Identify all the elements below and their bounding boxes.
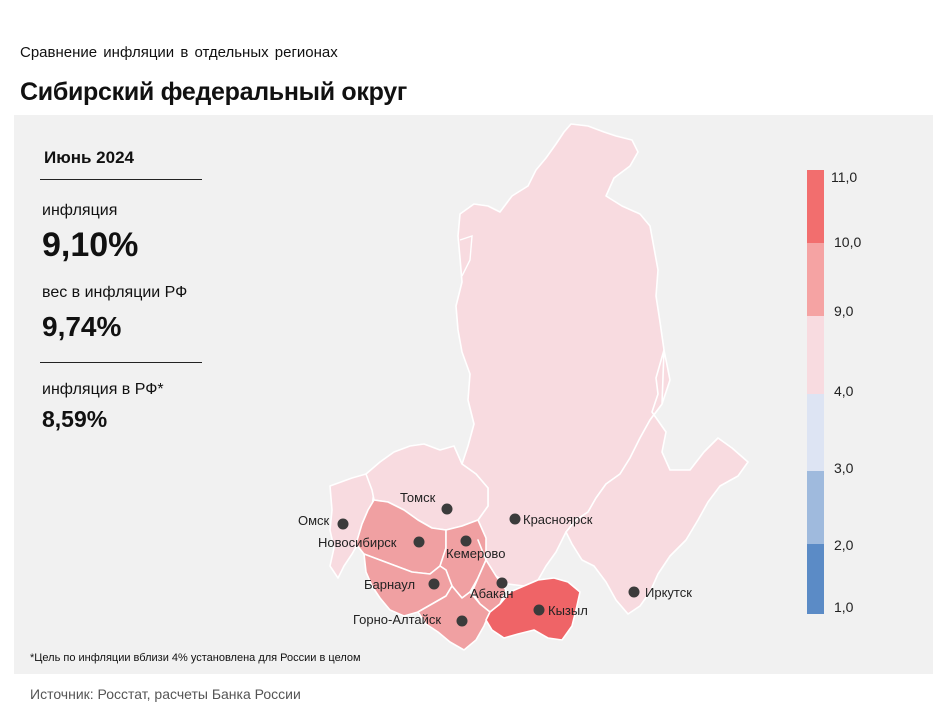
legend-band-3-4	[807, 394, 824, 471]
inflation-label: инфляция	[42, 202, 118, 219]
city-marker-barnaul	[428, 578, 440, 590]
legend-band-10-11	[807, 170, 824, 243]
city-marker-irkutsk	[628, 586, 640, 598]
city-label-abakan: Абакан	[470, 586, 513, 601]
divider-bottom	[40, 362, 202, 363]
legend-tick-9: 9,0	[834, 303, 854, 319]
legend-tick-11: 11,0	[831, 169, 857, 185]
divider-top	[40, 179, 202, 180]
city-label-omsk: Омск	[298, 513, 330, 528]
weight-value: 9,74%	[42, 311, 122, 342]
city-label-kemerovo: Кемерово	[446, 546, 505, 561]
city-label-tomsk: Томск	[400, 490, 436, 505]
city-label-gorno-altaysk: Горно-Алтайск	[353, 612, 441, 627]
region-tuva	[485, 577, 581, 641]
city-label-barnaul: Барнаул	[364, 577, 415, 592]
city-marker-gorno-altaysk	[456, 615, 468, 627]
city-label-novosibirsk: Новосибирск	[318, 535, 397, 550]
region-irkutsk	[565, 349, 749, 615]
city-marker-kemerovo	[460, 535, 472, 547]
page-title: Сибирский федеральный округ	[20, 78, 407, 106]
legend-tick-1: 1,0	[834, 599, 854, 615]
city-marker-tomsk	[441, 503, 453, 515]
city-label-irkutsk: Иркутск	[645, 585, 692, 600]
city-marker-abakan	[496, 577, 508, 589]
rf-inflation-value: 8,59%	[42, 406, 108, 432]
rf-inflation-label: инфляция в РФ*	[42, 381, 164, 398]
footnote: *Цель по инфляции вблизи 4% установлена …	[30, 652, 361, 664]
city-label-kyzyl: Кызыл	[548, 603, 588, 618]
legend-tick-2: 2,0	[834, 537, 854, 553]
city-marker-omsk	[337, 518, 349, 530]
legend-band-4-9	[807, 316, 824, 394]
city-label-krasnoyarsk: Красноярск	[523, 512, 593, 527]
source-note: Источник: Росстат, расчеты Банка России	[30, 686, 301, 702]
city-marker-kyzyl	[533, 604, 545, 616]
legend: 11,0 10,0 9,0 4,0 3,0 2,0 1,0	[807, 169, 861, 615]
period-label: Июнь 2024	[44, 148, 134, 167]
city-marker-krasnoyarsk	[509, 513, 521, 525]
legend-band-9-10	[807, 243, 824, 316]
legend-tick-4: 4,0	[834, 383, 854, 399]
city-marker-novosibirsk	[413, 536, 425, 548]
legend-band-1-2	[807, 544, 824, 614]
subtitle: Сравнение инфляции в отдельных регионах	[20, 44, 338, 61]
legend-tick-10: 10,0	[834, 234, 861, 250]
legend-tick-3: 3,0	[834, 460, 854, 476]
weight-label: вес в инфляции РФ	[42, 284, 188, 301]
legend-band-2-3	[807, 471, 824, 544]
inflation-value: 9,10%	[42, 226, 139, 264]
